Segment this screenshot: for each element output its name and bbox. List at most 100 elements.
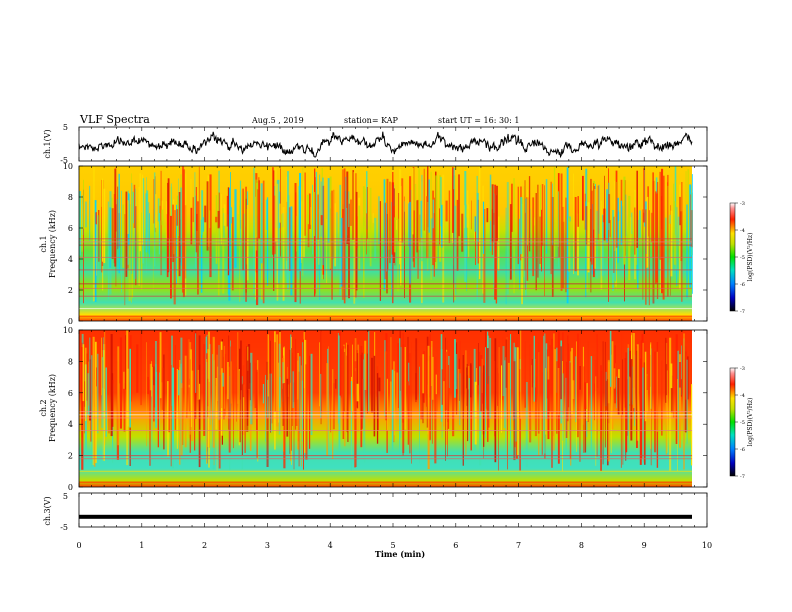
spectrogram-streak xyxy=(221,368,223,436)
spectrogram-streak xyxy=(290,382,292,462)
start-time-label: start UT = 16: 30: 1 xyxy=(438,116,519,125)
spectrogram-streak xyxy=(363,359,364,453)
frequency-tick-label: 4 xyxy=(68,420,73,429)
spectrogram-streak xyxy=(315,171,318,290)
spectrogram-streak xyxy=(314,177,316,294)
spectrogram-streak xyxy=(445,353,447,420)
spectrogram-streak xyxy=(673,183,674,232)
spectrogram-streak xyxy=(204,205,207,223)
spectrogram-streak xyxy=(227,187,230,276)
spectrogram-streak xyxy=(673,356,675,418)
spectrogram-streak xyxy=(303,180,305,258)
spectrogram-streak xyxy=(354,173,357,298)
spectrogram-streak xyxy=(341,169,344,300)
spectrogram-streak xyxy=(220,194,222,245)
spectrogram-streak xyxy=(393,217,396,253)
spectrogram-streak xyxy=(155,364,157,423)
spectrogram-streak xyxy=(273,195,276,255)
spectrogram-streak xyxy=(545,343,548,419)
spectrogram-streak xyxy=(310,353,313,435)
spectrogram-streak xyxy=(558,191,559,268)
spectrogram-streak xyxy=(86,353,88,401)
spectrogram-streak xyxy=(132,191,134,298)
spectrogram-streak xyxy=(222,208,225,294)
spectrogram-streak xyxy=(584,193,586,230)
spectrogram-streak xyxy=(585,201,587,298)
spectrogram-streak xyxy=(552,183,553,246)
spectrogram-streak xyxy=(404,347,406,430)
spectrogram-streak xyxy=(128,204,131,302)
spectrogram-streak xyxy=(543,335,545,455)
spectrogram-streak xyxy=(608,168,609,302)
ch1-colorbar-ticks: -3 -4 -5 -6 -7 xyxy=(735,201,745,315)
spectrogram-streak xyxy=(514,347,517,442)
spectrogram-streak xyxy=(646,375,648,390)
spectrogram-streak xyxy=(188,384,190,388)
spectrogram-streak xyxy=(598,184,600,234)
spectrogram-band xyxy=(79,430,692,431)
time-axis-ticklabels: 0 1 2 3 4 5 6 7 8 9 10 xyxy=(76,541,712,550)
spectrogram-streak xyxy=(417,199,419,279)
spectrogram-streak xyxy=(690,194,692,243)
spectrogram-streak xyxy=(148,202,150,254)
spectrogram-streak xyxy=(297,360,299,400)
spectrogram-streak xyxy=(678,362,682,388)
spectrogram-streak xyxy=(606,189,608,243)
colorbar-tick-label: -6 xyxy=(740,447,745,453)
spectrogram-streak xyxy=(468,204,470,258)
spectrogram-streak xyxy=(683,333,685,470)
spectrogram-streak xyxy=(642,209,644,300)
spectrogram-streak xyxy=(396,372,399,413)
spectrogram-streak xyxy=(427,202,429,271)
spectrogram-streak xyxy=(467,366,470,390)
spectrogram-streak xyxy=(148,360,150,395)
spectrogram-streak xyxy=(524,341,526,408)
spectrogram-streak xyxy=(412,220,414,232)
colorbar-tick-label: -4 xyxy=(740,393,745,399)
spectrogram-streak xyxy=(194,332,196,451)
spectrogram-streak xyxy=(489,337,492,419)
spectrogram-streak xyxy=(383,179,386,291)
ch3-waveform-frame xyxy=(78,492,708,528)
spectrogram-streak xyxy=(378,377,381,392)
spectrogram-streak xyxy=(326,363,329,457)
spectrogram-streak xyxy=(159,332,162,399)
spectrogram-streak xyxy=(680,379,682,397)
spectrogram-streak xyxy=(474,381,477,445)
spectrogram-streak xyxy=(507,362,510,411)
spectrogram-streak xyxy=(290,206,293,296)
spectrogram-streak xyxy=(412,167,414,235)
spectrogram-streak xyxy=(322,177,324,266)
frequency-tick-label: 8 xyxy=(68,357,73,366)
spectrogram-streak xyxy=(95,212,97,225)
spectrogram-streak xyxy=(655,191,657,284)
spectrogram-streak xyxy=(287,171,290,290)
spectrogram-streak xyxy=(286,378,289,437)
spectrogram-streak xyxy=(334,203,337,267)
spectrogram-streak xyxy=(407,336,409,415)
spectrogram-band xyxy=(79,470,692,472)
spectrogram-streak xyxy=(486,348,489,410)
spectrogram-streak xyxy=(352,170,354,240)
spectrogram-streak xyxy=(604,175,605,239)
spectrogram-streak xyxy=(679,184,681,290)
spectrogram-streak xyxy=(133,192,134,224)
spectrogram-streak xyxy=(426,384,428,395)
spectrogram-band xyxy=(79,411,692,413)
spectrogram-band xyxy=(79,241,692,243)
ch2-colorbar-ticks: -3 -4 -5 -6 -7 xyxy=(735,366,745,480)
spectrogram-streak xyxy=(172,204,174,262)
spectrogram-streak xyxy=(339,184,342,296)
spectrogram-streak xyxy=(553,167,556,259)
spectrogram-streak xyxy=(685,171,687,228)
spectrogram-streak xyxy=(556,361,558,434)
spectrogram-streak xyxy=(531,365,532,432)
spectrogram-streak xyxy=(350,199,352,226)
ch1-waveform-ylabel: ch.1(V) xyxy=(43,129,52,158)
spectrogram-streak xyxy=(527,189,528,246)
spectrogram-streak xyxy=(242,383,245,386)
spectrogram-streak xyxy=(466,217,468,292)
spectrogram-streak xyxy=(295,338,297,430)
spectrogram-streak xyxy=(689,184,692,288)
